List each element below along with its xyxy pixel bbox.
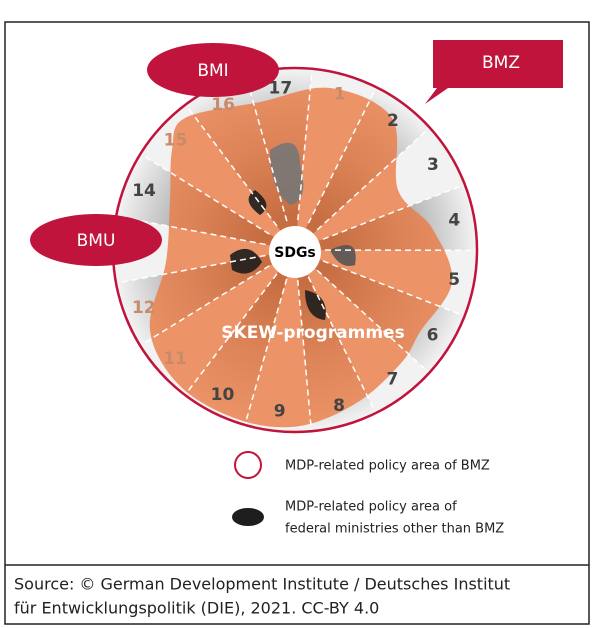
- sdg-number: 17: [269, 79, 293, 99]
- sdg-number: 1: [334, 84, 346, 104]
- sector-divider: [307, 86, 378, 224]
- sdg-number: 6: [427, 326, 439, 346]
- sector-divider: [307, 276, 377, 414]
- frame: [4, 21, 590, 625]
- ministry-blob: [305, 290, 326, 320]
- ministry-blob: [248, 190, 267, 215]
- sdg-number: 7: [386, 369, 398, 389]
- sector-divider: [140, 153, 270, 235]
- center-label: SDGs: [274, 245, 316, 261]
- sdg-number: 11: [163, 349, 187, 369]
- sdg-number: 9: [274, 401, 286, 421]
- sector-divider: [244, 278, 288, 426]
- sector-divider: [116, 215, 266, 246]
- sector-divider: [184, 104, 278, 227]
- sector-divider: [322, 260, 465, 317]
- center-circle: [269, 226, 321, 278]
- sdg-number: 16: [211, 95, 235, 115]
- bmz-callout: [425, 40, 563, 104]
- bmz-label: BMZ: [482, 53, 520, 73]
- sector-divider: [322, 183, 466, 240]
- sdg-number: 2: [387, 111, 399, 131]
- sector-divider: [115, 254, 266, 284]
- legend-ring: [234, 451, 262, 479]
- legend-blob: [232, 508, 264, 526]
- legend-label: federal ministries other than BMZ: [285, 522, 504, 537]
- sector-divider: [297, 68, 313, 221]
- bmu-callout: [30, 214, 162, 266]
- sector-divider: [184, 273, 278, 396]
- sdg-number: 8: [333, 396, 345, 416]
- sdg-number: 14: [132, 181, 156, 201]
- bmi-label: BMI: [197, 61, 228, 81]
- sdg-number: 12: [132, 298, 156, 318]
- blob-label: SKEW-programmes: [221, 323, 404, 343]
- sector-divider: [139, 265, 270, 347]
- sector-divider: [316, 269, 430, 374]
- source-line: Source: © German Development Institute /…: [14, 575, 510, 594]
- sdg-number: 4: [448, 211, 460, 231]
- sector-divider: [316, 127, 431, 231]
- source-line: für Entwicklungspolitik (DIE), 2021. CC-…: [14, 599, 379, 618]
- legend-label: MDP-related policy area of: [285, 500, 457, 515]
- sdg-number: 3: [427, 155, 439, 175]
- legend-label: MDP-related policy area of BMZ: [285, 459, 490, 474]
- sdg-number: 15: [164, 131, 188, 151]
- sector-divider: [244, 74, 288, 222]
- sdg-number: 5: [448, 270, 460, 290]
- sector-divider: [296, 279, 313, 432]
- bmu-label: BMU: [77, 231, 116, 251]
- ministry-blob: [230, 248, 262, 274]
- bmi-callout: [147, 43, 279, 97]
- sdg-number: 10: [211, 385, 235, 405]
